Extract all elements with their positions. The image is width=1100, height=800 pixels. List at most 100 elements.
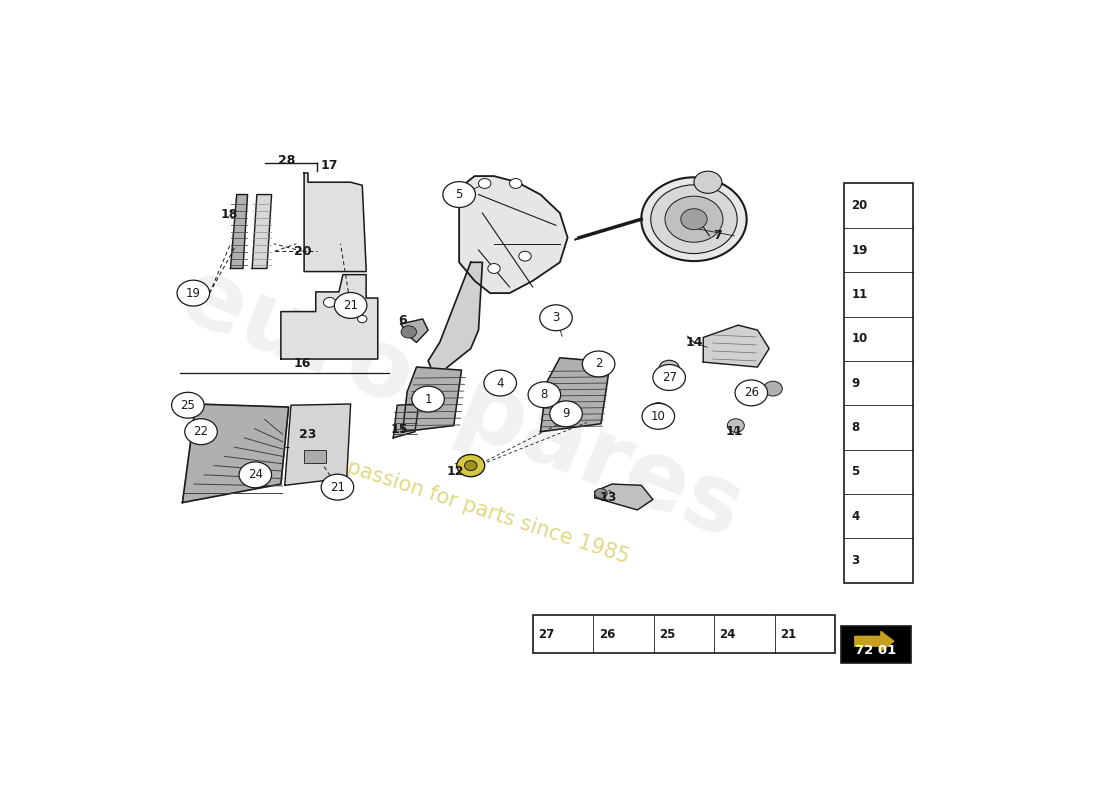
Text: 25: 25 xyxy=(659,627,675,641)
Polygon shape xyxy=(285,404,351,486)
Text: 13: 13 xyxy=(600,491,617,504)
Circle shape xyxy=(334,293,367,318)
Polygon shape xyxy=(540,358,611,432)
Polygon shape xyxy=(703,325,769,367)
Circle shape xyxy=(659,360,679,376)
Circle shape xyxy=(321,474,354,500)
Text: 10: 10 xyxy=(851,332,868,346)
Text: 21: 21 xyxy=(780,627,796,641)
Circle shape xyxy=(239,462,272,488)
Text: 5: 5 xyxy=(455,188,463,201)
Polygon shape xyxy=(183,404,288,502)
Circle shape xyxy=(648,402,669,420)
Polygon shape xyxy=(231,194,248,269)
Text: 8: 8 xyxy=(541,388,548,402)
Bar xyxy=(842,626,911,662)
Text: 8: 8 xyxy=(851,421,859,434)
Circle shape xyxy=(694,171,722,194)
Circle shape xyxy=(358,315,367,322)
Text: 10: 10 xyxy=(651,410,666,423)
Circle shape xyxy=(484,370,517,396)
Text: 11: 11 xyxy=(726,426,742,438)
Polygon shape xyxy=(394,404,419,438)
Text: 26: 26 xyxy=(598,627,615,641)
Circle shape xyxy=(595,488,607,498)
Circle shape xyxy=(478,178,491,189)
Circle shape xyxy=(681,209,707,230)
Text: 72 01: 72 01 xyxy=(856,643,896,657)
Circle shape xyxy=(651,185,737,254)
Circle shape xyxy=(185,418,218,445)
Bar xyxy=(304,450,326,462)
Text: 19: 19 xyxy=(186,286,201,300)
Circle shape xyxy=(528,382,561,408)
Text: 17: 17 xyxy=(321,159,339,172)
Text: 2: 2 xyxy=(595,358,603,370)
Circle shape xyxy=(464,461,477,470)
Circle shape xyxy=(411,386,444,412)
Circle shape xyxy=(642,403,674,430)
Text: 23: 23 xyxy=(299,428,317,442)
Text: 24: 24 xyxy=(719,627,736,641)
Circle shape xyxy=(509,178,521,189)
Circle shape xyxy=(172,392,205,418)
Text: 1: 1 xyxy=(425,393,432,406)
Circle shape xyxy=(727,418,745,432)
Polygon shape xyxy=(280,274,377,359)
Text: 21: 21 xyxy=(343,299,359,312)
Text: 3: 3 xyxy=(552,311,560,324)
Circle shape xyxy=(763,382,782,396)
Circle shape xyxy=(177,280,210,306)
Circle shape xyxy=(519,251,531,261)
Polygon shape xyxy=(855,631,894,651)
Text: 12: 12 xyxy=(447,466,464,478)
Text: 4: 4 xyxy=(496,377,504,390)
Circle shape xyxy=(550,401,582,426)
Circle shape xyxy=(666,196,723,242)
Text: 16: 16 xyxy=(293,357,310,370)
Polygon shape xyxy=(304,173,366,271)
Text: 27: 27 xyxy=(538,627,554,641)
Circle shape xyxy=(402,326,417,338)
Text: 11: 11 xyxy=(851,288,868,301)
Polygon shape xyxy=(459,176,568,293)
Circle shape xyxy=(653,365,685,390)
Text: 26: 26 xyxy=(744,386,759,399)
Text: 7: 7 xyxy=(713,230,722,242)
Circle shape xyxy=(456,454,485,477)
Text: 20: 20 xyxy=(851,199,868,212)
Text: 18: 18 xyxy=(220,208,238,221)
Text: eurospares: eurospares xyxy=(167,250,756,558)
Text: 24: 24 xyxy=(248,468,263,482)
Circle shape xyxy=(582,351,615,377)
Text: 5: 5 xyxy=(851,466,859,478)
Text: 25: 25 xyxy=(180,398,196,412)
Text: 9: 9 xyxy=(562,407,570,420)
Circle shape xyxy=(735,380,768,406)
Text: 6: 6 xyxy=(398,314,407,327)
Text: 19: 19 xyxy=(851,243,868,257)
Text: 22: 22 xyxy=(194,426,209,438)
Text: 9: 9 xyxy=(851,377,859,390)
Polygon shape xyxy=(428,262,483,379)
Circle shape xyxy=(487,263,500,274)
Text: 21: 21 xyxy=(330,481,345,494)
Text: 14: 14 xyxy=(685,336,703,349)
Text: 28: 28 xyxy=(278,154,296,167)
Polygon shape xyxy=(252,194,272,269)
Circle shape xyxy=(443,182,475,207)
Text: 15: 15 xyxy=(390,423,408,436)
Polygon shape xyxy=(595,484,653,510)
Polygon shape xyxy=(403,367,462,432)
Text: 3: 3 xyxy=(851,554,859,567)
Circle shape xyxy=(641,178,747,261)
Text: a passion for parts since 1985: a passion for parts since 1985 xyxy=(326,450,631,567)
Circle shape xyxy=(323,298,336,307)
Bar xyxy=(532,614,835,654)
Text: 20: 20 xyxy=(294,245,311,258)
Text: 27: 27 xyxy=(662,371,676,384)
Circle shape xyxy=(540,305,572,330)
Polygon shape xyxy=(402,319,428,342)
Bar xyxy=(845,183,913,582)
Text: 4: 4 xyxy=(851,510,859,522)
